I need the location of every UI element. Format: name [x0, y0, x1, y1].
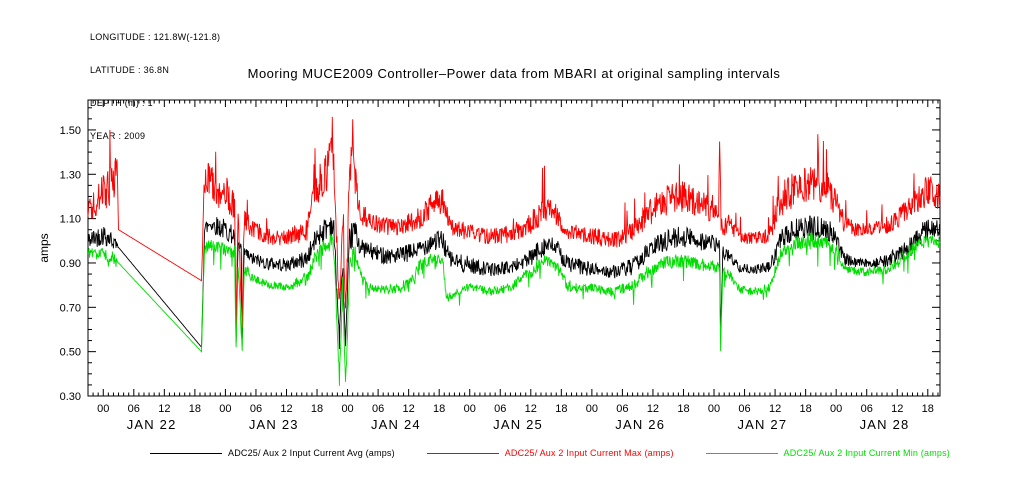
metadata-latitude: LATITUDE : 36.8N: [90, 65, 170, 75]
y-tick-label: 1.50: [60, 125, 81, 137]
x-hour-tick-label: 12: [891, 403, 903, 415]
axis-box: [87, 99, 941, 397]
x-hour-tick-label: 12: [403, 403, 415, 415]
x-day-label: JAN 28: [860, 417, 910, 432]
x-hour-tick-label: 00: [219, 403, 231, 415]
x-day-label: JAN 24: [371, 417, 421, 432]
x-hour-tick-label: 06: [494, 403, 506, 415]
y-tick-label: 0.30: [60, 391, 81, 403]
x-hour-tick-label: 06: [861, 403, 873, 415]
x-hour-tick-label: 06: [250, 403, 262, 415]
x-hour-tick-label: 00: [464, 403, 476, 415]
x-hour-tick-label: 00: [586, 403, 598, 415]
x-hour-tick-label: 12: [158, 403, 170, 415]
legend-line-sample-min: [705, 452, 778, 454]
y-tick-label: 0.90: [60, 258, 81, 270]
x-day-label: JAN 23: [249, 417, 299, 432]
legend-line-sample-avg: [150, 452, 222, 454]
x-hour-tick-label: 18: [800, 403, 812, 415]
chart-title: Mooring MUCE2009 Controller–Power data f…: [247, 66, 781, 81]
x-hour-tick-label: 00: [708, 403, 720, 415]
x-day-label: JAN 25: [493, 417, 543, 432]
legend-item-avg: ADC25/ Aux 2 Input Current Avg (amps): [150, 448, 395, 458]
series-line-max: [87, 116, 941, 330]
x-hour-tick-label: 18: [922, 403, 934, 415]
x-hour-tick-label: 12: [280, 403, 292, 415]
x-hour-tick-label: 18: [433, 403, 445, 415]
legend: ADC25/ Aux 2 Input Current Avg (amps) AD…: [150, 448, 950, 458]
x-hour-tick-label: 06: [616, 403, 628, 415]
x-axis: 00 06 12 18 JAN 22 00 06 12 18 JAN 23 00 06 12 18 JAN …: [87, 100, 939, 432]
x-hour-tick-label: 18: [677, 403, 689, 415]
x-hour-tick-label: 18: [555, 403, 567, 415]
x-hour-tick-label: 06: [372, 403, 384, 415]
x-hour-tick-label: 18: [189, 403, 201, 415]
x-hour-tick-label: 00: [830, 403, 842, 415]
x-hour-tick-label: 12: [647, 403, 659, 415]
legend-item-min: ADC25/ Aux 2 Input Current Min (amps): [705, 448, 950, 458]
metadata-longitude: LONGITUDE : 121.8W(-121.8): [90, 32, 221, 42]
legend-label-avg: ADC25/ Aux 2 Input Current Avg (amps): [228, 448, 395, 458]
legend-label-max: ADC25/ Aux 2 Input Current Max (amps): [504, 448, 674, 458]
x-hour-tick-label: 06: [738, 403, 750, 415]
y-tick-label: 1.30: [60, 169, 81, 181]
x-day-label: JAN 26: [615, 417, 665, 432]
legend-line-sample-max: [426, 452, 499, 454]
metadata-year: YEAR : 2009: [90, 131, 146, 141]
legend-item-max: ADC25/ Aux 2 Input Current Max (amps): [426, 448, 674, 458]
y-axis: 0.30 0.50 0.70 0.90 1.10 1.30 1.50: [60, 107, 940, 403]
x-hour-tick-label: 06: [128, 403, 140, 415]
x-hour-tick-label: 00: [341, 403, 353, 415]
x-hour-tick-label: 12: [525, 403, 537, 415]
x-day-label: JAN 27: [737, 417, 787, 432]
x-hour-tick-label: 00: [97, 403, 109, 415]
x-day-label: JAN 22: [127, 417, 177, 432]
metadata-depth: DEPTH (m) : 1: [90, 98, 153, 108]
y-tick-label: 1.10: [60, 214, 81, 226]
x-hour-tick-label: 18: [311, 403, 323, 415]
series-line-min: [87, 232, 941, 386]
legend-label-min: ADC25/ Aux 2 Input Current Min (amps): [783, 448, 950, 458]
station-metadata: LONGITUDE : 121.8W(-121.8) LATITUDE : 36…: [90, 10, 220, 153]
x-hour-tick-label: 12: [769, 403, 781, 415]
series-lines: [87, 116, 941, 386]
y-tick-label: 0.70: [60, 302, 81, 314]
y-tick-label: 0.50: [60, 347, 81, 359]
